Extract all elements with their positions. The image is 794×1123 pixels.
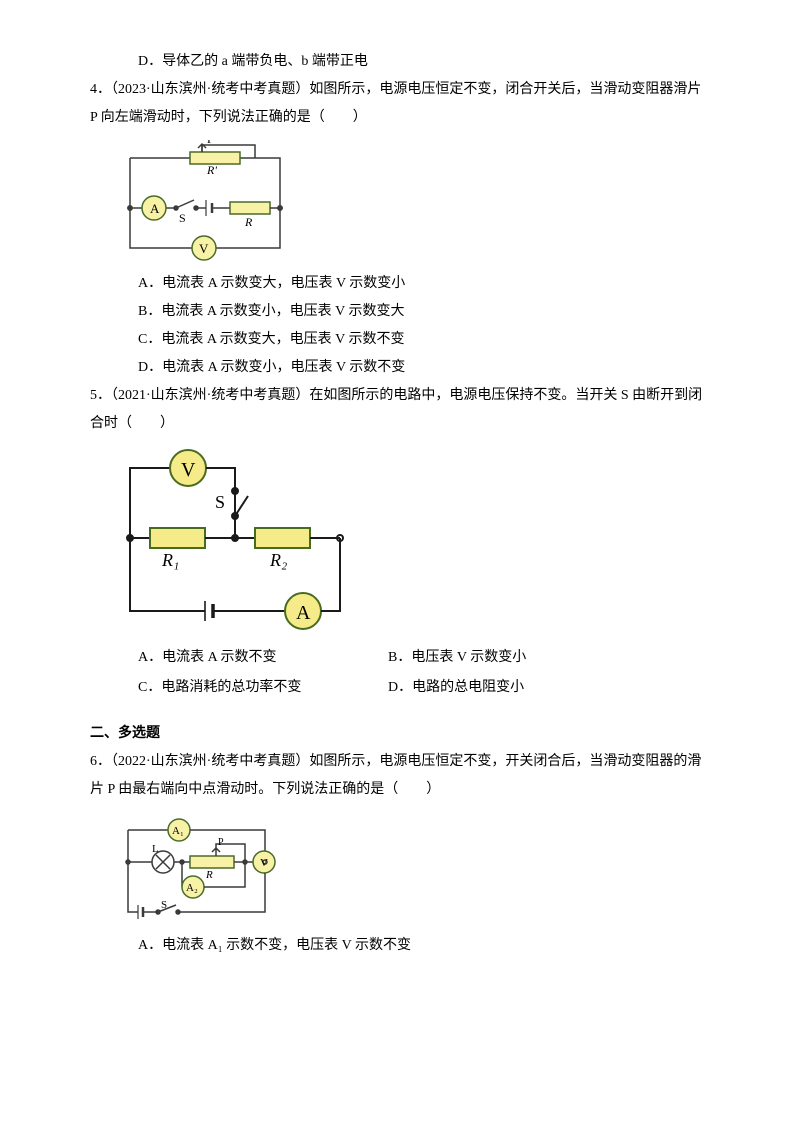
label-S6: S (161, 899, 167, 911)
q5-diagram: V S R₁ R₂ A (110, 446, 704, 636)
label-R1: R₁ (161, 550, 179, 570)
q4-option-c: C．电流表 A 示数变大，电压表 V 示数不变 (90, 326, 704, 354)
q5-option-d: D．电路的总电阻变小 (388, 674, 524, 702)
label-R6: R (205, 869, 213, 881)
q6-diagram: A₁ L P R V A₂ S (110, 812, 704, 924)
q5-option-c: C．电路消耗的总功率不变 (138, 674, 388, 702)
q4-option-b: B．电流表 A 示数变小，电压表 V 示数变大 (90, 298, 704, 326)
q5-options-row1: A．电流表 A 示数不变 B．电压表 V 示数变小 (90, 644, 704, 672)
q5-option-a: A．电流表 A 示数不变 (138, 644, 388, 672)
section-2-title: 二、多选题 (90, 720, 704, 748)
label-R: R (244, 215, 253, 229)
label-V6: V (260, 857, 268, 869)
q4-diagram: P R' A S R V (110, 140, 704, 262)
label-A: A (296, 602, 311, 624)
q4-stem-text: 4．（2023·山东滨州·统考中考真题）如图所示，电源电压恒定不变，闭合开关后，… (90, 82, 701, 125)
label-L: L (152, 843, 159, 855)
q3-optD-text: D．导体乙的 a 端带负电、b 端带正电 (138, 54, 368, 69)
q5-stem-text: 5．（2021·山东滨州·统考中考真题）在如图所示的电路中，电源电压保持不变。当… (90, 388, 702, 431)
q5-option-b: B．电压表 V 示数变小 (388, 644, 526, 672)
label-P: P (218, 837, 224, 848)
q6-stem-text: 6．（2022·山东滨州·统考中考真题）如图所示，电源电压恒定不变，开关闭合后，… (90, 754, 701, 797)
label-P: P (207, 140, 214, 146)
q4-stem: 4．（2023·山东滨州·统考中考真题）如图所示，电源电压恒定不变，闭合开关后，… (90, 76, 704, 132)
q5-stem: 5．（2021·山东滨州·统考中考真题）在如图所示的电路中，电源电压保持不变。当… (90, 382, 704, 438)
label-A2: A₂ (186, 882, 198, 894)
label-V: V (181, 459, 196, 481)
q4-option-d: D．电流表 A 示数变小，电压表 V 示数不变 (90, 354, 704, 382)
label-A1: A₁ (172, 825, 184, 837)
label-S: S (179, 211, 186, 225)
label-V: V (199, 241, 209, 256)
q4-option-a: A．电流表 A 示数变大，电压表 V 示数变小 (90, 270, 704, 298)
q5-options-row2: C．电路消耗的总功率不变 D．电路的总电阻变小 (90, 674, 704, 702)
label-Rprime: R' (206, 163, 217, 177)
q6-option-a: A．电流表 A₁ 示数不变，电压表 V 示数不变 (90, 932, 704, 960)
label-S: S (215, 492, 225, 512)
q6-stem: 6．（2022·山东滨州·统考中考真题）如图所示，电源电压恒定不变，开关闭合后，… (90, 748, 704, 804)
label-R2: R₂ (269, 550, 287, 570)
q3-option-d: D．导体乙的 a 端带负电、b 端带正电 (90, 48, 704, 76)
label-A: A (150, 201, 160, 216)
